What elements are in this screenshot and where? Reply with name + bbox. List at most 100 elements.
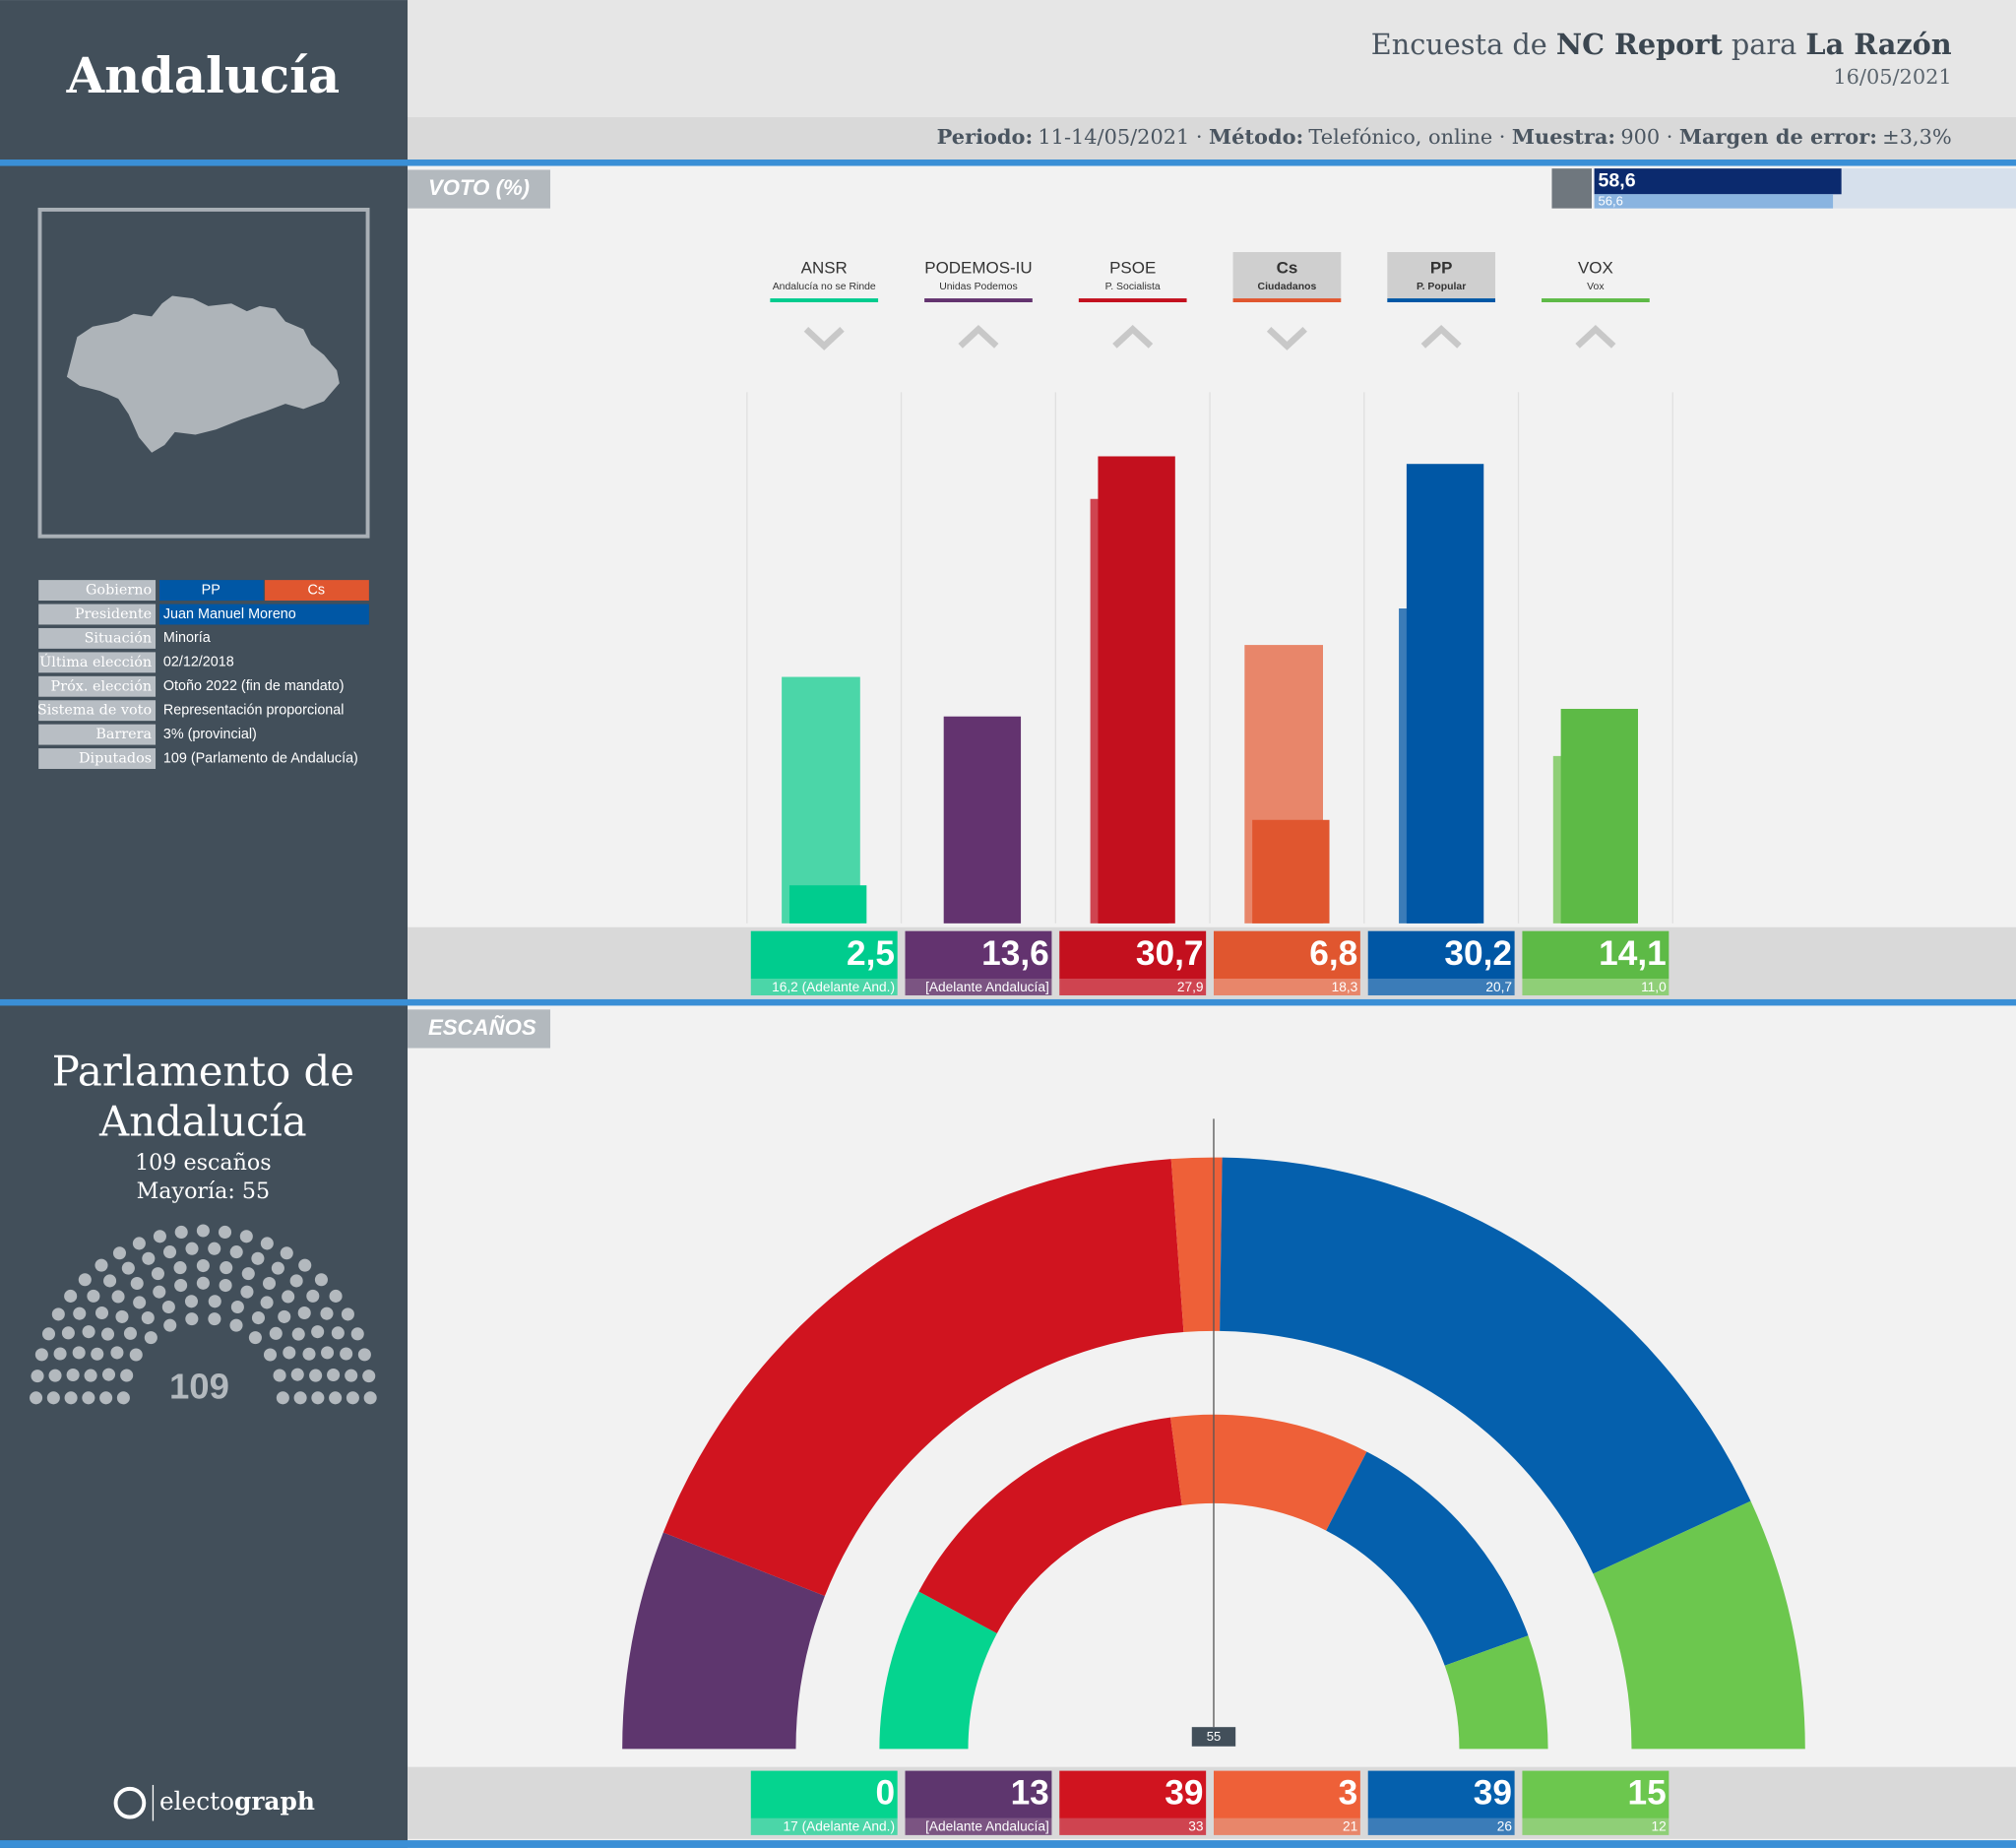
seat-dot <box>229 1318 243 1332</box>
value-label: 0 <box>875 1774 895 1813</box>
seat-dot <box>66 1368 80 1382</box>
label-box <box>1522 930 1670 980</box>
info-label: Barrera <box>95 727 152 742</box>
seat-dot <box>101 1368 116 1381</box>
seat-dot <box>321 1346 335 1360</box>
seat-dot <box>103 1274 117 1288</box>
detail-value: 900 <box>1620 124 1660 148</box>
seat-dot <box>302 1347 316 1361</box>
info-label: Presidente <box>75 606 152 622</box>
seat-dot <box>61 1326 75 1340</box>
previous-label: 20,7 <box>1485 980 1512 994</box>
separator: · <box>1667 124 1673 148</box>
info-label: Próx. elección <box>51 678 153 694</box>
info-value: Minoría <box>163 630 211 646</box>
section-label-bg <box>408 169 551 209</box>
party-underline <box>1232 298 1342 302</box>
value-label: 15 <box>1628 1774 1667 1813</box>
seat-dot <box>291 1327 305 1341</box>
info-label-bg <box>38 580 157 602</box>
seat-dot <box>306 1289 320 1303</box>
brand-name: electograph <box>159 1787 315 1816</box>
label-box-previous <box>1367 1817 1515 1835</box>
seat-dot <box>263 1348 278 1362</box>
previous-label: 18,3 <box>1332 980 1358 994</box>
party-name: PODEMOS-IU <box>924 259 1032 278</box>
seat-dot <box>260 1237 274 1250</box>
seat-dot <box>110 1346 124 1360</box>
seat-dot <box>163 1245 177 1259</box>
trend-arrow <box>803 327 845 350</box>
seat-dot <box>329 1391 343 1405</box>
party-name: ANSR <box>801 259 848 278</box>
label-box-previous <box>905 979 1052 995</box>
vote-label-band <box>408 926 2016 999</box>
info-label-bg <box>38 724 157 745</box>
value-label: 6,8 <box>1309 934 1357 973</box>
bar-previous <box>782 676 860 924</box>
seat-dot <box>30 1391 43 1405</box>
seat-dot <box>293 1391 307 1405</box>
section-label: ESCAÑOS <box>428 1015 536 1040</box>
party-underline <box>770 298 879 302</box>
label-box-previous <box>1522 979 1670 995</box>
seat-dot <box>314 1273 328 1287</box>
divider <box>0 159 2016 166</box>
seat-dot <box>133 1296 147 1309</box>
seat-dot <box>72 1346 86 1360</box>
seat-dot <box>341 1307 354 1321</box>
seat-dot <box>208 1312 221 1326</box>
previous-label: [Adelante Andalucía] <box>925 980 1049 994</box>
label-box <box>1522 1770 1670 1818</box>
value-label: 30,7 <box>1136 934 1204 973</box>
seat-dot <box>220 1261 233 1275</box>
seat-dot <box>345 1369 358 1382</box>
seat-arc <box>1593 1500 1805 1750</box>
seat-dot <box>94 1306 109 1320</box>
seat-dot <box>309 1369 323 1382</box>
label-box-previous <box>905 1817 1052 1835</box>
label-box <box>1213 1770 1360 1818</box>
seat-dot <box>31 1370 44 1383</box>
seat-dot <box>151 1267 164 1281</box>
parliament-majority: Mayoría: 55 <box>137 1179 271 1204</box>
trend-arrow <box>1112 324 1154 349</box>
seat-dot <box>48 1369 62 1382</box>
seat-dot <box>174 1225 188 1239</box>
seat-dot <box>240 1285 254 1299</box>
seat-dot <box>99 1391 113 1405</box>
previous-label: 21 <box>1343 1819 1357 1834</box>
detail-label: Muestra: <box>1512 123 1615 148</box>
label-box-previous <box>1213 979 1360 995</box>
previous-label: 33 <box>1188 1819 1204 1834</box>
info-label: Situación <box>85 630 153 646</box>
seat-dot <box>230 1300 244 1314</box>
previous-label: 26 <box>1497 1819 1513 1834</box>
party-subtitle: Vox <box>1587 282 1605 292</box>
seat-arc <box>622 1532 825 1750</box>
seat-dot <box>208 1242 221 1255</box>
seat-dot <box>280 1246 293 1260</box>
seat-dot <box>196 1224 210 1238</box>
seat-dot <box>290 1368 304 1381</box>
seat-dot <box>64 1289 78 1303</box>
seat-dot <box>184 1295 198 1308</box>
seat-dot <box>130 1276 144 1291</box>
info-value: 3% (provincial) <box>163 727 257 742</box>
map-frame <box>37 207 370 539</box>
previous-label: [Adelante Andalucía] <box>925 1819 1049 1834</box>
seat-dot <box>73 1306 87 1320</box>
seat-dot <box>239 1230 253 1243</box>
section-label-bg <box>408 1009 551 1049</box>
party-name: PSOE <box>1109 259 1156 278</box>
trend-arrow <box>1420 324 1462 349</box>
seat-dot <box>350 1327 364 1341</box>
info-value-bg <box>158 604 369 625</box>
seat-dot <box>41 1327 56 1341</box>
info-label-bg <box>38 700 157 722</box>
seat-dot <box>208 1295 221 1308</box>
majority-label: 55 <box>1207 1729 1222 1744</box>
label-box-previous <box>1059 1817 1207 1835</box>
